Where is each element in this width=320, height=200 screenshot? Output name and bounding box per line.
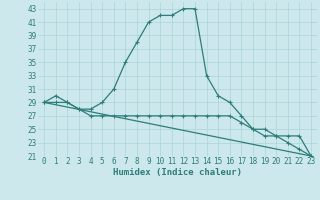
X-axis label: Humidex (Indice chaleur): Humidex (Indice chaleur): [113, 168, 242, 177]
